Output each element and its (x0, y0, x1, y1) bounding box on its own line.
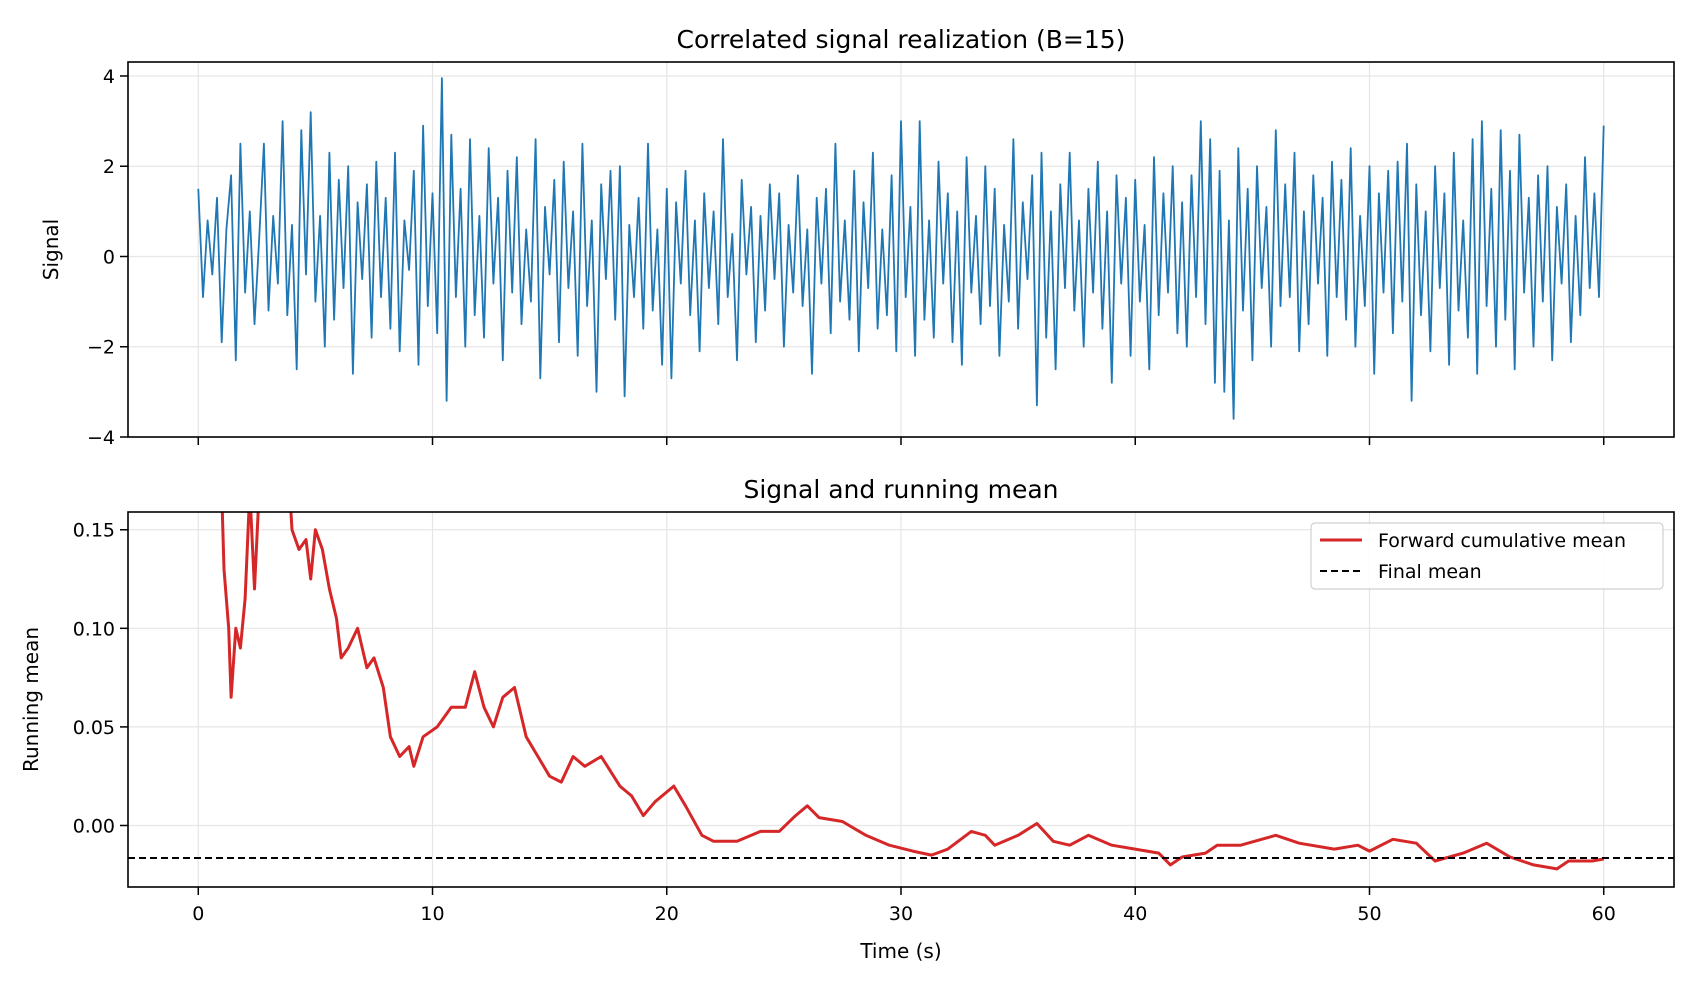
running-mean-chart-title: Signal and running mean (743, 475, 1058, 504)
running-mean-axes: 0 10 20 30 40 50 60 0.00 0.05 0.10 0.15 Signal and… (19, 475, 1675, 963)
legend: Forward cumulative mean Final mean (1310, 522, 1664, 590)
y-tick-label: 0.00 (73, 815, 115, 837)
y-tick-label: 0.15 (73, 520, 115, 542)
running-mean-y-axis-label: Running mean (19, 627, 43, 772)
y-tick-label: −2 (87, 337, 115, 359)
x-tick-label: 10 (420, 903, 444, 925)
forward-cumulative-mean-line (220, 512, 1604, 871)
y-tick-label: 0.05 (73, 717, 115, 739)
x-tick-label: 60 (1592, 903, 1616, 925)
signal-y-axis-label: Signal (39, 219, 63, 280)
signal-line (197, 77, 1605, 420)
legend-label-forward-mean: Forward cumulative mean (1378, 530, 1626, 552)
y-tick-label: 0.10 (73, 618, 115, 640)
running-mean-plot-area (128, 512, 1674, 871)
x-tick-label: 0 (192, 903, 204, 925)
x-tick-label: 40 (1123, 903, 1147, 925)
y-tick-label: 4 (103, 66, 115, 88)
signal-chart-title: Correlated signal realization (B=15) (677, 25, 1126, 54)
x-tick-label: 50 (1357, 903, 1381, 925)
y-tick-label: 0 (103, 246, 115, 268)
signal-axes-frame (127, 61, 1675, 438)
running-mean-ticks: 0 10 20 30 40 50 60 0.00 0.05 0.10 0.15 (73, 520, 1616, 925)
y-tick-label: −4 (87, 427, 115, 449)
y-tick-label: 2 (103, 156, 115, 178)
x-tick-label: 30 (889, 903, 913, 925)
x-axis-label: Time (s) (859, 939, 941, 963)
x-tick-label: 20 (655, 903, 679, 925)
legend-box (1310, 522, 1664, 590)
signal-axes: −4 −2 0 2 4 Correlated signal realization (B… (39, 25, 1675, 449)
running-mean-axes-frame (127, 511, 1675, 888)
legend-label-final-mean: Final mean (1378, 561, 1482, 583)
signal-ticks: −4 −2 0 2 4 (87, 66, 1605, 449)
signal-plot-area (197, 77, 1605, 420)
